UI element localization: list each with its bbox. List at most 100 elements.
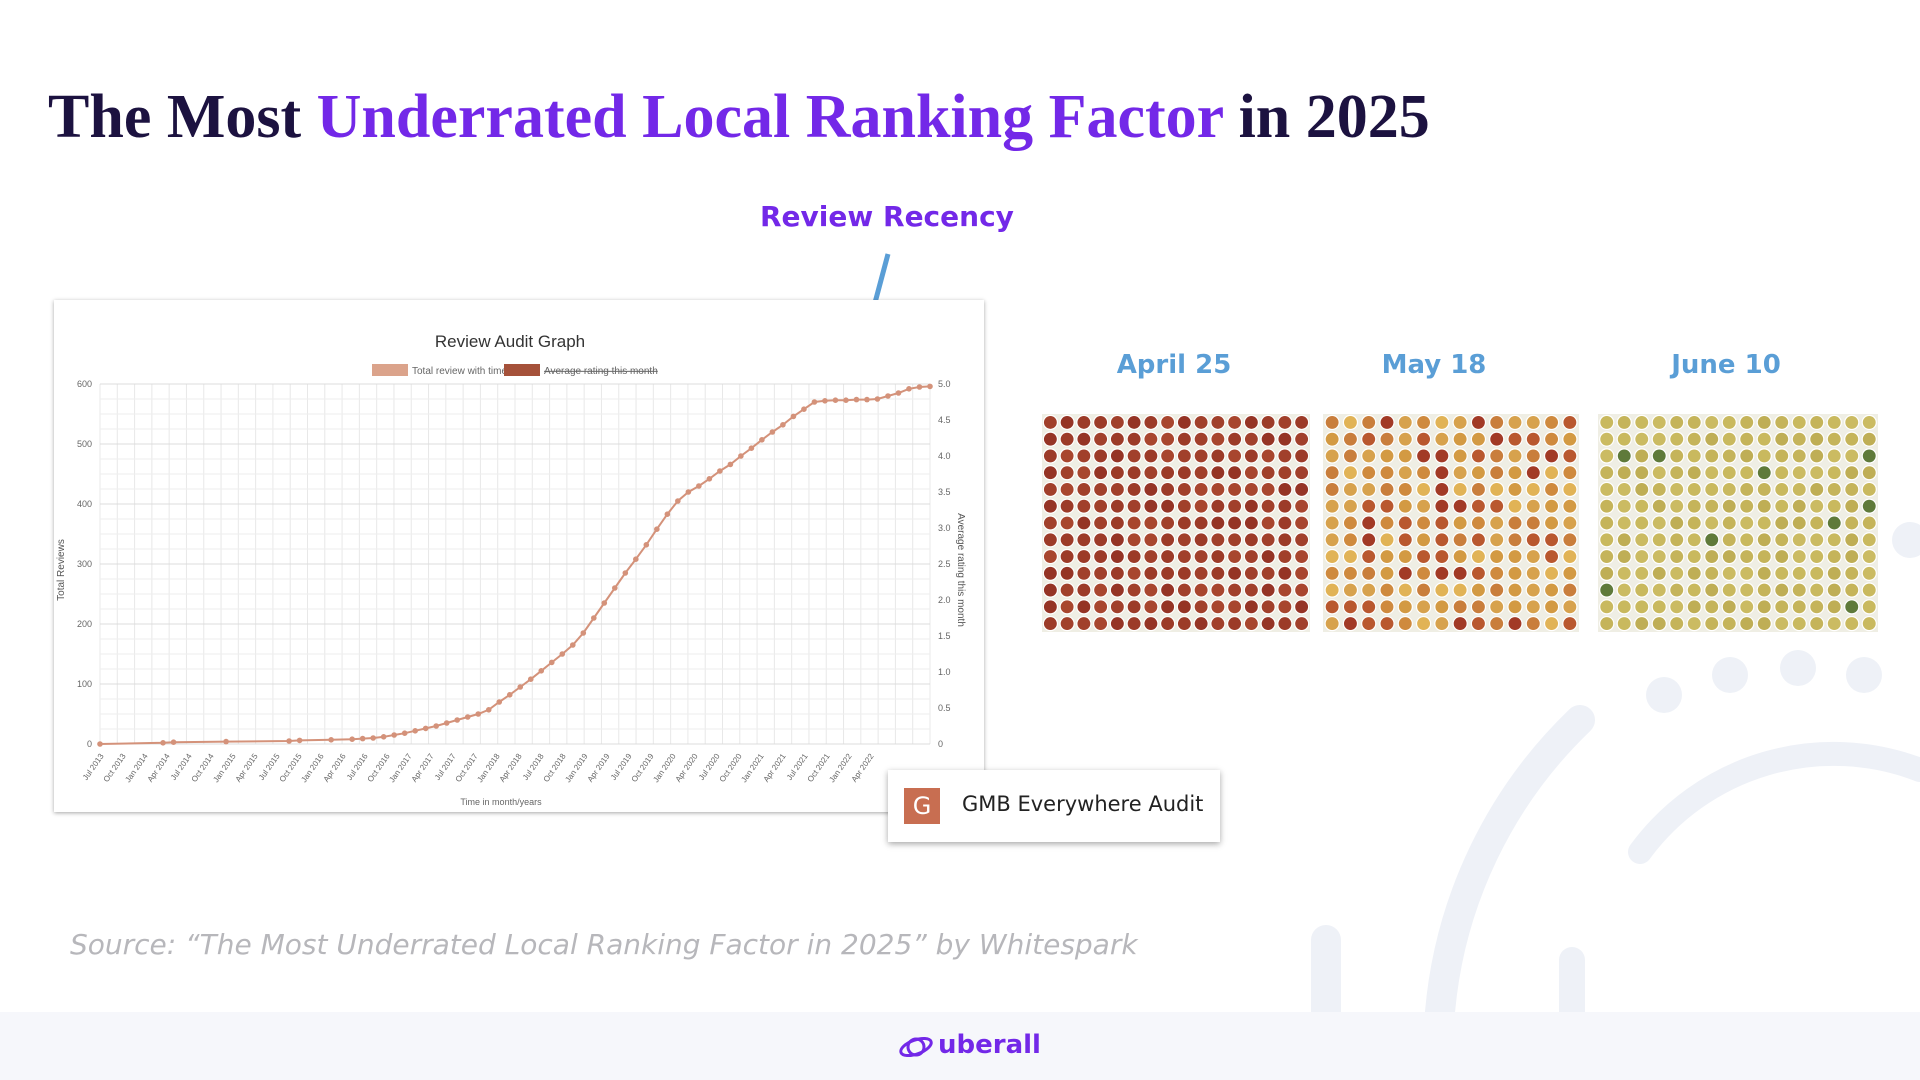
heatmap-pin <box>1342 465 1359 481</box>
y2-tick-label: 0.5 <box>938 703 951 713</box>
heatmap-pin <box>1525 615 1541 632</box>
y2-tick-label: 3.0 <box>938 523 951 533</box>
heatmap-pin <box>1210 481 1226 498</box>
heatmap-pin <box>1704 599 1720 615</box>
heatmap-pin <box>1791 498 1807 514</box>
heatmap-pin <box>1243 448 1260 464</box>
heatmap-pin <box>1226 615 1243 632</box>
heatmap-pin <box>1599 465 1615 481</box>
heatmap-pin <box>1809 532 1825 548</box>
heatmap-pin <box>1525 599 1541 615</box>
heatmap-pin <box>1634 498 1650 514</box>
heatmap-pin <box>1324 414 1340 431</box>
heatmap-pin <box>1076 465 1092 481</box>
heatmap-pin <box>1543 615 1560 632</box>
decorative-arcs <box>1311 522 1920 1012</box>
y-tick-label: 200 <box>77 619 92 629</box>
heatmap-pin <box>1109 465 1126 481</box>
heatmap-pin <box>1489 532 1505 548</box>
heatmap-pin <box>1562 465 1578 481</box>
heatmap-pin <box>1059 481 1075 498</box>
heatmap-pin <box>1059 532 1075 548</box>
series-point <box>527 676 534 682</box>
heatmap-pin <box>1243 532 1260 548</box>
heatmap-pin <box>1042 465 1059 481</box>
heatmap-pin <box>1243 565 1260 581</box>
heatmap-pin <box>1721 599 1737 615</box>
heatmap-pin <box>1507 465 1523 481</box>
heatmap-pin <box>1361 599 1377 615</box>
heatmap-pin <box>1686 431 1702 447</box>
heatmap-june <box>1598 414 1878 632</box>
heatmap-pin <box>1126 431 1142 447</box>
heatmap-pin <box>1616 615 1632 632</box>
heatmap-pin <box>1076 481 1092 498</box>
heatmap-pin <box>1324 448 1340 464</box>
heatmap-pin <box>1143 599 1159 615</box>
heatmap-pin <box>1616 515 1632 531</box>
deco-arc-large <box>1425 705 1595 1012</box>
heatmap-pin <box>1704 465 1720 481</box>
heatmap-pin <box>1415 532 1432 548</box>
heatmap-pin <box>1844 448 1860 464</box>
heatmap-pin <box>1721 532 1737 548</box>
series-point <box>685 489 692 495</box>
heatmap-pin <box>1076 548 1092 565</box>
heatmap-pin <box>1143 582 1159 598</box>
heatmap-pin <box>1042 498 1059 514</box>
heatmap-pin <box>1277 515 1293 531</box>
heatmap-pin <box>1616 465 1632 481</box>
heatmap-pin <box>1861 414 1877 431</box>
heatmap-pin <box>1342 481 1359 498</box>
heatmap-pin <box>1704 481 1720 498</box>
heatmap-pin <box>1293 565 1310 581</box>
heatmap-pin <box>1260 615 1276 632</box>
heatmap-pin <box>1562 532 1578 548</box>
heatmap-pin <box>1361 465 1377 481</box>
series-point <box>927 383 933 390</box>
heatmap-pin <box>1042 448 1059 464</box>
heatmap-pin <box>1042 431 1059 447</box>
heatmap-pin <box>1042 414 1059 431</box>
series-point <box>454 717 461 723</box>
heatmap-pin <box>1861 431 1877 447</box>
heatmap-pin <box>1126 414 1142 431</box>
legend-label-average: Average rating this month <box>544 366 658 377</box>
heatmap-pin <box>1844 498 1860 514</box>
heatmap-pin <box>1809 599 1825 615</box>
heatmap-pin <box>1397 481 1413 498</box>
heatmap-pin <box>1791 448 1807 464</box>
heatmap-pin <box>1109 615 1126 632</box>
series-point <box>506 692 513 698</box>
heatmap-pin <box>1277 548 1293 565</box>
heatmap-pin <box>1159 515 1176 531</box>
heatmap-pin <box>1826 548 1842 565</box>
heatmap-pin <box>1379 465 1395 481</box>
heatmap-pin <box>1193 465 1209 481</box>
heatmap-pin <box>1452 615 1468 632</box>
heatmap-pin <box>1361 448 1377 464</box>
series-point <box>832 397 839 403</box>
heatmap-pin <box>1397 599 1413 615</box>
heatmap-pin <box>1470 448 1487 464</box>
series-point <box>864 396 870 403</box>
heatmap-pin <box>1669 431 1685 447</box>
heatmap-pin <box>1669 599 1685 615</box>
heatmap-pin <box>1669 481 1685 498</box>
heatmap-pin <box>1489 599 1505 615</box>
heatmap-pin <box>1143 414 1159 431</box>
heatmap-pin <box>1434 615 1450 632</box>
series-point <box>780 422 786 428</box>
heatmap-pin <box>1543 431 1560 447</box>
y2-tick-label: 4.0 <box>938 451 951 461</box>
heatmap-pin <box>1507 414 1523 431</box>
heatmap-pin <box>1210 431 1226 447</box>
review-recency-callout: Review Recency <box>760 200 1014 233</box>
heatmap-pin <box>1324 532 1340 548</box>
heatmap-pin <box>1562 615 1578 632</box>
heatmap-pin <box>1686 599 1702 615</box>
heatmap-pin <box>1669 465 1685 481</box>
series-point <box>622 570 629 576</box>
heatmap-pin <box>1260 599 1276 615</box>
heatmap-pin <box>1616 431 1632 447</box>
